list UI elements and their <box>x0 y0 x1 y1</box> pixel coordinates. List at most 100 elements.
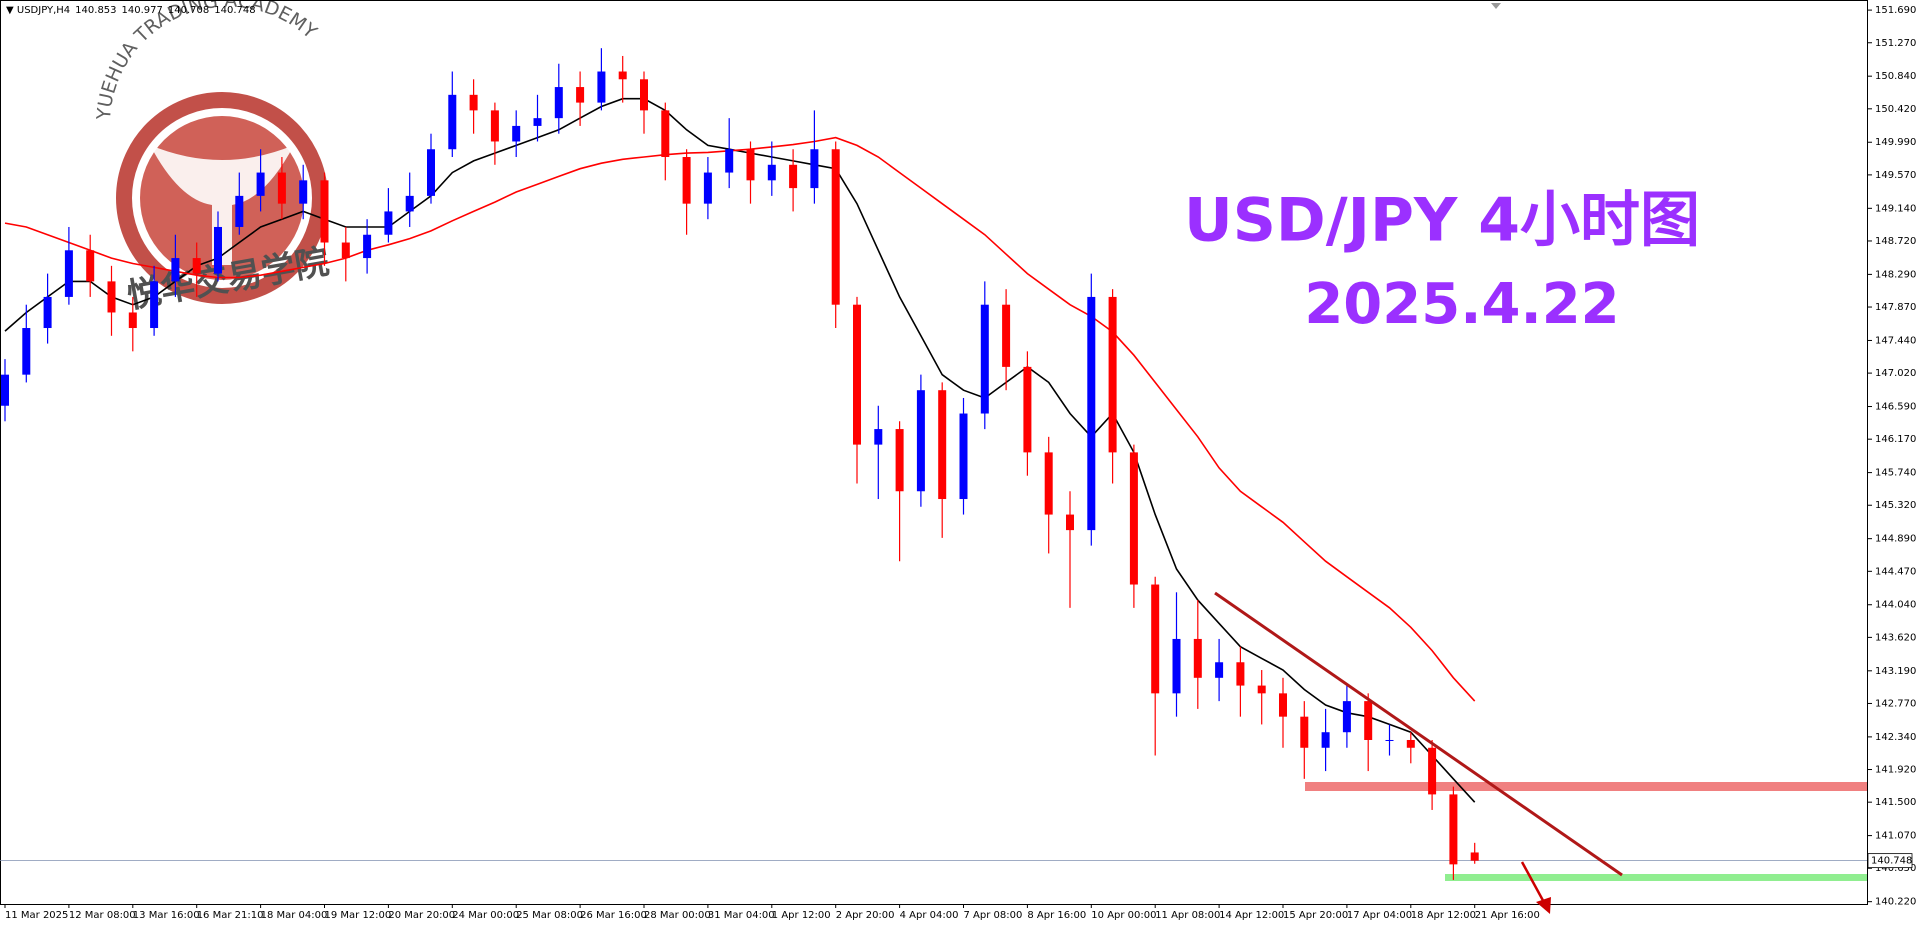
y-tick-label: 148.720 <box>1875 236 1916 247</box>
header-arrow: ▼ <box>6 5 17 16</box>
candle-body <box>490 110 499 142</box>
candle-body <box>384 211 393 235</box>
candle-body <box>171 258 180 282</box>
candle-body <box>1172 638 1181 694</box>
candle-body <box>1108 296 1117 453</box>
y-tick-label: 144.040 <box>1875 600 1916 611</box>
candle-body <box>789 164 798 189</box>
y-tick-label: 147.870 <box>1875 302 1916 313</box>
candle-body <box>916 390 925 492</box>
x-tick-label: 12 Mar 08:00 <box>69 910 136 921</box>
chart-subtitle: 2025.4.22 <box>1304 272 1619 337</box>
ohlc-close: 140.748 <box>214 5 255 16</box>
y-tick-label: 149.570 <box>1875 170 1916 181</box>
candle-body <box>1364 701 1373 740</box>
candle-body <box>767 164 776 181</box>
candle-body <box>682 157 691 204</box>
candle-body <box>576 87 585 103</box>
y-tick-label: 140.650 <box>1875 863 1916 874</box>
candle-body <box>1023 366 1032 453</box>
y-tick-label: 143.190 <box>1875 666 1916 677</box>
arrow-shaft <box>1520 861 1548 907</box>
y-tick-label: 149.140 <box>1875 203 1916 214</box>
candle-body <box>1215 662 1224 678</box>
header: ▼ USDJPY,H4 140.853 140.977 140.708 140.748 <box>6 5 256 16</box>
y-tick-label: 150.420 <box>1875 104 1916 115</box>
candle-body <box>959 413 968 500</box>
candle-body <box>703 172 712 204</box>
y-tick-label: 146.170 <box>1875 434 1916 445</box>
candle-body <box>1066 514 1074 531</box>
x-tick-label: 18 Apr 12:00 <box>1411 910 1476 921</box>
candle-body <box>341 242 350 259</box>
logo-ring <box>116 92 328 304</box>
y-tick-label: 151.690 <box>1875 5 1916 16</box>
candle-body <box>597 71 606 103</box>
candle-body <box>469 94 478 111</box>
ohlc-low: 140.708 <box>168 5 209 16</box>
x-tick-label: 31 Mar 04:00 <box>708 910 775 921</box>
candle-body <box>214 226 222 274</box>
ohlc-open: 140.853 <box>75 5 116 16</box>
scroll-marker <box>1491 3 1501 9</box>
candle-body <box>1151 584 1160 694</box>
x-tick-label: 26 Mar 16:00 <box>580 910 647 921</box>
candle-body <box>980 304 989 414</box>
candle-body <box>405 195 414 212</box>
candle-body <box>533 118 542 126</box>
support-zone <box>1445 874 1867 881</box>
x-tick-label: 16 Mar 21:10 <box>197 910 264 921</box>
candle-body <box>640 79 648 111</box>
candle-body <box>1044 452 1053 515</box>
candle-body <box>1087 296 1096 531</box>
y-tick-label: 150.840 <box>1875 71 1916 82</box>
candle-body <box>1406 739 1415 748</box>
y-tick-label: 141.070 <box>1875 831 1916 842</box>
y-tick-label: 142.340 <box>1875 732 1916 743</box>
candle-body <box>1236 662 1245 686</box>
y-tick-label: 147.020 <box>1875 368 1916 379</box>
candle-body <box>128 312 137 329</box>
plot-frame <box>0 0 1868 905</box>
candle-body <box>235 195 244 227</box>
x-tick-label: 14 Apr 12:00 <box>1219 910 1284 921</box>
x-tick-label: 21 Apr 16:00 <box>1475 910 1540 921</box>
y-tick-label: 151.270 <box>1875 38 1916 49</box>
candle-body <box>150 281 159 329</box>
candle-body <box>661 110 670 158</box>
y-tick-label: 144.890 <box>1875 534 1916 545</box>
candle-body <box>512 125 521 142</box>
x-tick-label: 28 Mar 00:00 <box>644 910 711 921</box>
candle-body <box>618 71 627 80</box>
x-tick-label: 11 Mar 2025 <box>5 910 68 921</box>
candle-body <box>1449 794 1458 865</box>
y-tick-label: 142.770 <box>1875 698 1916 709</box>
candle-body <box>895 429 904 492</box>
candle-body <box>192 258 201 274</box>
moving-average <box>4 136 1476 702</box>
y-tick-label: 145.740 <box>1875 468 1916 479</box>
candle-body <box>43 296 52 329</box>
y-tick-label: 143.620 <box>1875 632 1916 643</box>
price-tag <box>1867 853 1913 869</box>
candle-body <box>810 149 819 189</box>
candle-body <box>22 328 31 375</box>
candle-body <box>853 304 861 445</box>
x-tick-label: 11 Apr 08:00 <box>1155 910 1220 921</box>
x-tick-label: 1 Apr 12:00 <box>772 910 831 921</box>
y-tick-label: 145.320 <box>1875 500 1916 511</box>
trendline <box>1214 591 1623 877</box>
candle-body <box>725 149 734 173</box>
candle-body <box>1002 304 1011 367</box>
y-tick-label: 146.590 <box>1875 402 1916 413</box>
candle-body <box>938 390 947 500</box>
y-tick-label: 141.920 <box>1875 765 1916 776</box>
x-tick-label: 4 Apr 04:00 <box>900 910 959 921</box>
x-tick-label: 7 Apr 08:00 <box>964 910 1023 921</box>
candle-body <box>320 180 329 243</box>
candle-body <box>1193 638 1202 678</box>
symbol: USDJPY,H4 <box>17 5 70 16</box>
x-tick-label: 25 Mar 08:00 <box>516 910 583 921</box>
